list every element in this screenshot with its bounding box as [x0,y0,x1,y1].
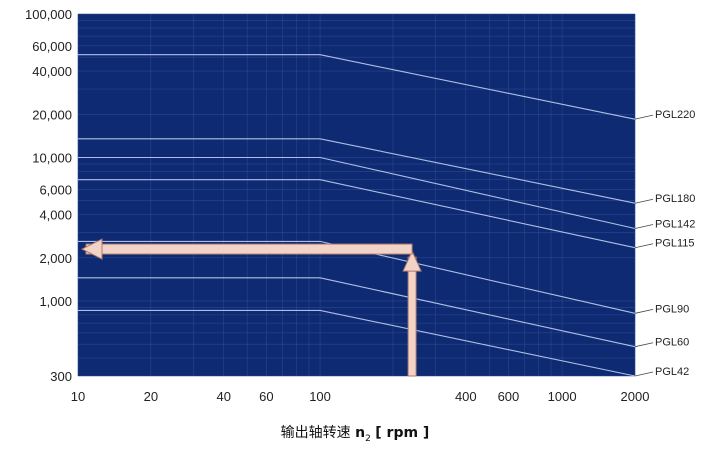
x-tick-label: 2000 [621,389,650,404]
series-line-pgl90 [78,240,636,314]
reading-vertical-arrow [407,256,417,377]
reading-horizontal-arrow [85,243,413,255]
series-label-pgl180: PGL180 [655,193,695,205]
y-tick-label: 4,000 [39,208,72,223]
y-tick-label: 2,000 [39,251,72,266]
reading-vertical-arrowhead [402,249,422,272]
x-tick-label: 20 [144,389,158,404]
series-label-pgl142: PGL142 [655,218,695,230]
x-tick-label: 1000 [548,389,577,404]
x-tick-label: 400 [455,389,477,404]
x-axis-label-unit: [ rpm ] [375,425,430,441]
x-tick-label: 600 [498,389,520,404]
y-tick-label: 300 [50,369,72,384]
series-line-pgl115 [78,179,636,249]
series-leader [634,198,654,204]
reading-horizontal-arrowhead [80,238,103,260]
series-label-pgl220: PGL220 [655,109,695,121]
series-line-pgl60 [78,277,636,348]
series-leader [634,224,654,229]
y-tick-label: 60,000 [32,39,72,54]
series-leader [634,371,654,377]
series-label-pgl115: PGL115 [655,238,695,250]
x-axis-label-symbol: n [355,425,366,441]
series-leader [634,243,654,249]
series-label-pgl42: PGL42 [655,366,689,378]
plot-area [78,14,635,376]
x-axis-label-text: 输出轴转速 [280,425,351,441]
series-label-pgl60: PGL60 [655,337,689,349]
x-tick-label: 100 [309,389,331,404]
series-label-pgl90: PGL90 [655,303,689,315]
series-leader [634,114,654,120]
y-tick-label: 20,000 [32,107,72,122]
series-leader [634,308,654,314]
x-tick-label: 60 [259,389,273,404]
x-axis-label-subscript: 2 [365,433,371,444]
series-line-pgl142 [78,156,636,230]
series-line-pgl220 [78,54,636,120]
series-leader [634,342,654,348]
series-line-pgl42 [78,309,636,377]
x-axis-label: 输出轴转速 n2 [ rpm ] [0,422,710,444]
y-tick-label: 40,000 [32,64,72,79]
y-tick-label: 10,000 [32,150,72,165]
series-line-pgl180 [78,138,636,204]
y-tick-label: 6,000 [39,182,72,197]
x-tick-label: 10 [71,389,85,404]
x-tick-label: 40 [217,389,231,404]
y-tick-label: 1,000 [39,294,72,309]
y-tick-label: 100,000 [25,7,72,22]
